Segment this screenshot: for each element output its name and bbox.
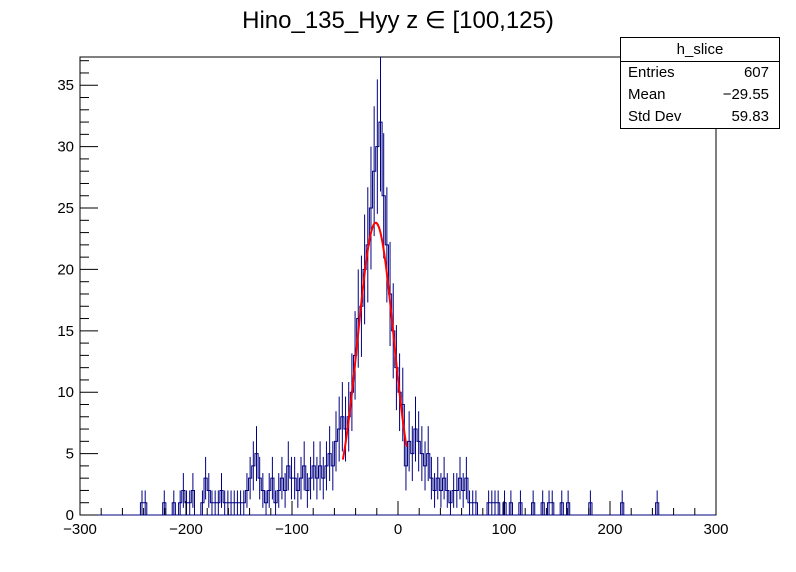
- histogram-outline: [139, 121, 660, 515]
- x-tick-label: 0: [394, 521, 402, 538]
- x-tick-label: −100: [275, 521, 309, 538]
- y-tick-label: 30: [57, 139, 74, 156]
- stats-value: 607: [743, 64, 769, 81]
- stats-row-mean: Mean −29.55: [621, 84, 779, 106]
- x-tick-label: 200: [597, 521, 622, 538]
- x-tick-label: 100: [491, 521, 516, 538]
- x-tick-label: −300: [63, 521, 97, 538]
- stats-row-stddev: Std Dev 59.83: [621, 106, 779, 128]
- stats-value: 59.83: [731, 108, 769, 125]
- stats-label: Entries: [628, 64, 675, 81]
- x-tick-label: −200: [169, 521, 203, 538]
- stats-label: Mean: [628, 86, 666, 103]
- stats-label: Std Dev: [628, 108, 682, 125]
- y-tick-label: 25: [57, 200, 74, 217]
- y-tick-label: 15: [57, 323, 74, 340]
- y-tick-label: 10: [57, 384, 74, 401]
- stats-box: h_slice Entries 607 Mean −29.55 Std Dev …: [620, 37, 780, 129]
- stats-row-entries: Entries 607: [621, 62, 779, 84]
- y-tick-label: 35: [57, 77, 74, 94]
- fit-curve: [341, 221, 408, 460]
- y-tick-label: 0: [66, 507, 74, 524]
- y-tick-label: 5: [66, 446, 74, 463]
- stats-box-title: h_slice: [621, 38, 779, 62]
- stats-value: −29.55: [722, 86, 769, 103]
- x-tick-label: 300: [703, 521, 728, 538]
- chart-title: Hino_135_Hyy z ∈ [100,125): [242, 7, 554, 34]
- y-tick-label: 20: [57, 261, 74, 278]
